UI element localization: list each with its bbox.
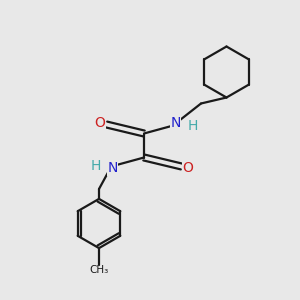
Text: CH₃: CH₃ [89, 265, 109, 275]
Text: O: O [94, 116, 105, 130]
Text: H: H [90, 160, 100, 173]
Text: O: O [183, 161, 194, 175]
Text: H: H [188, 119, 198, 133]
Text: N: N [170, 116, 181, 130]
Text: N: N [107, 161, 118, 175]
